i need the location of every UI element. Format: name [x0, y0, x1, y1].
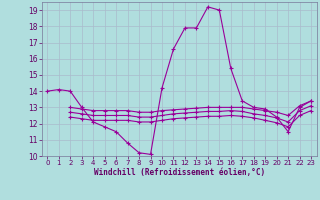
X-axis label: Windchill (Refroidissement éolien,°C): Windchill (Refroidissement éolien,°C): [94, 168, 265, 177]
